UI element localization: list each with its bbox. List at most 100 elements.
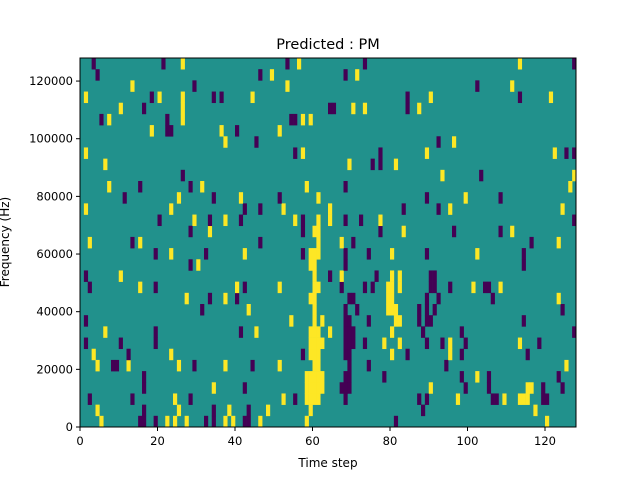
heatmap-cell-high [552, 147, 557, 159]
heatmap-cell-low [130, 393, 135, 405]
heatmap-cell-low [300, 214, 306, 227]
heatmap-cell-low [486, 371, 492, 383]
heatmap-cell-high [304, 371, 309, 383]
heatmap-cell-low [207, 292, 213, 305]
heatmap-cell-high [386, 304, 391, 316]
heatmap-cell-low [126, 348, 131, 361]
heatmap-cell-low [417, 393, 422, 405]
heatmap-cell-low [258, 203, 263, 215]
heatmap-cell-high [235, 281, 240, 294]
heatmap-cell-low [343, 69, 348, 81]
heatmap-cell-low [293, 113, 298, 126]
heatmap-cell-high [83, 91, 89, 104]
heatmap-cell-low [351, 292, 356, 305]
heatmap-cell-high [173, 393, 178, 405]
heatmap-cell-high [176, 192, 182, 204]
heatmap-cell-low [118, 337, 123, 350]
heatmap-cell-low [188, 225, 193, 238]
heatmap-cell-high [285, 80, 290, 92]
heatmap-cell-high [545, 415, 550, 428]
heatmap-cell-low [486, 382, 492, 394]
heatmap-cell-low [235, 125, 240, 137]
heatmap-cell-high [118, 102, 123, 115]
heatmap-cell-high [529, 382, 534, 394]
heatmap-cell-low [95, 69, 100, 81]
heatmap-cell-high [169, 248, 174, 260]
heatmap-cell-high [192, 214, 197, 227]
heatmap-cell-low [424, 337, 430, 350]
heatmap-cell-low [339, 281, 344, 294]
heatmap-cell-low [211, 91, 216, 104]
heatmap-cell-high [304, 415, 309, 428]
heatmap-cell-low [436, 292, 441, 305]
heatmap-cell-low [246, 415, 251, 428]
y-tick-label: 100000 [29, 132, 73, 146]
heatmap-cell-low [560, 304, 565, 316]
heatmap-cell-high [390, 292, 395, 305]
heatmap-cell-high [308, 326, 313, 338]
heatmap-cell-low [343, 304, 348, 316]
heatmap-cell-low [483, 281, 488, 294]
heatmap-cell-low [541, 393, 546, 405]
heatmap-cell-low [572, 326, 577, 338]
heatmap-cell-low [192, 359, 197, 372]
heatmap-cell-low [374, 270, 379, 282]
heatmap-cell-high [300, 147, 306, 159]
heatmap-cell-high [176, 359, 182, 372]
heatmap-cell-low [347, 292, 352, 305]
heatmap-cell-low [188, 259, 193, 271]
heatmap-cell-high [138, 281, 143, 294]
heatmap-cell-low [242, 415, 247, 428]
heatmap-cell-high [83, 147, 89, 159]
y-axis-label: Frequency (Hz) [0, 197, 12, 288]
heatmap-cell-low [393, 415, 399, 428]
heatmap-cell-low [238, 214, 244, 227]
heatmap-cell-low [486, 281, 492, 294]
heatmap-cell-high [448, 337, 453, 350]
heatmap-cell-low [339, 382, 344, 394]
heatmap-cell-low [207, 214, 213, 227]
heatmap-cell-low [188, 181, 193, 193]
heatmap-cell-high [390, 281, 395, 294]
heatmap-cell-high [320, 315, 325, 327]
heatmap-cell-low [432, 304, 437, 316]
heatmap-cell-high [517, 58, 523, 70]
heatmap-cell-high [382, 337, 387, 350]
heatmap-cell-low [87, 393, 92, 405]
heatmap-cell-low [556, 371, 561, 383]
heatmap-cell-high [428, 91, 433, 104]
heatmap-cell-low [142, 371, 147, 383]
heatmap-cell-low [424, 315, 430, 327]
heatmap-cell-low [428, 315, 433, 327]
heatmap-cell-high [223, 136, 228, 148]
heatmap-cell-low [463, 337, 468, 350]
heatmap-cell-high [390, 348, 395, 361]
heatmap-cell-low [238, 326, 244, 338]
heatmap-cell-high [103, 326, 108, 338]
heatmap-cell-low [347, 359, 352, 372]
heatmap-cell-high [564, 359, 569, 372]
heatmap-cell-high [231, 415, 236, 428]
heatmap-cell-high [448, 348, 453, 361]
heatmap-cell-low [378, 158, 383, 171]
heatmap-cell-high [510, 225, 515, 238]
heatmap-cell-low [359, 214, 364, 227]
heatmap-cell-high [308, 292, 313, 305]
heatmap-cell-high [498, 281, 503, 294]
heatmap-cell-high [91, 348, 96, 361]
heatmap-cell-high [223, 214, 228, 227]
heatmap-cell-low [459, 371, 464, 383]
heatmap-cell-high [308, 371, 313, 383]
heatmap-cell-high [99, 415, 104, 428]
heatmap-cell-high [304, 393, 309, 405]
heatmap-cell-low [91, 58, 96, 70]
heatmap-cell-low [405, 102, 410, 115]
heatmap-cell-high [347, 158, 352, 171]
heatmap-cell-low [537, 337, 542, 350]
heatmap-cell-low [142, 102, 147, 115]
heatmap-cell-low [235, 292, 240, 305]
x-tick-label: 0 [76, 434, 83, 448]
heatmap-cell-high [281, 203, 286, 215]
heatmap-cell-low [277, 192, 282, 204]
